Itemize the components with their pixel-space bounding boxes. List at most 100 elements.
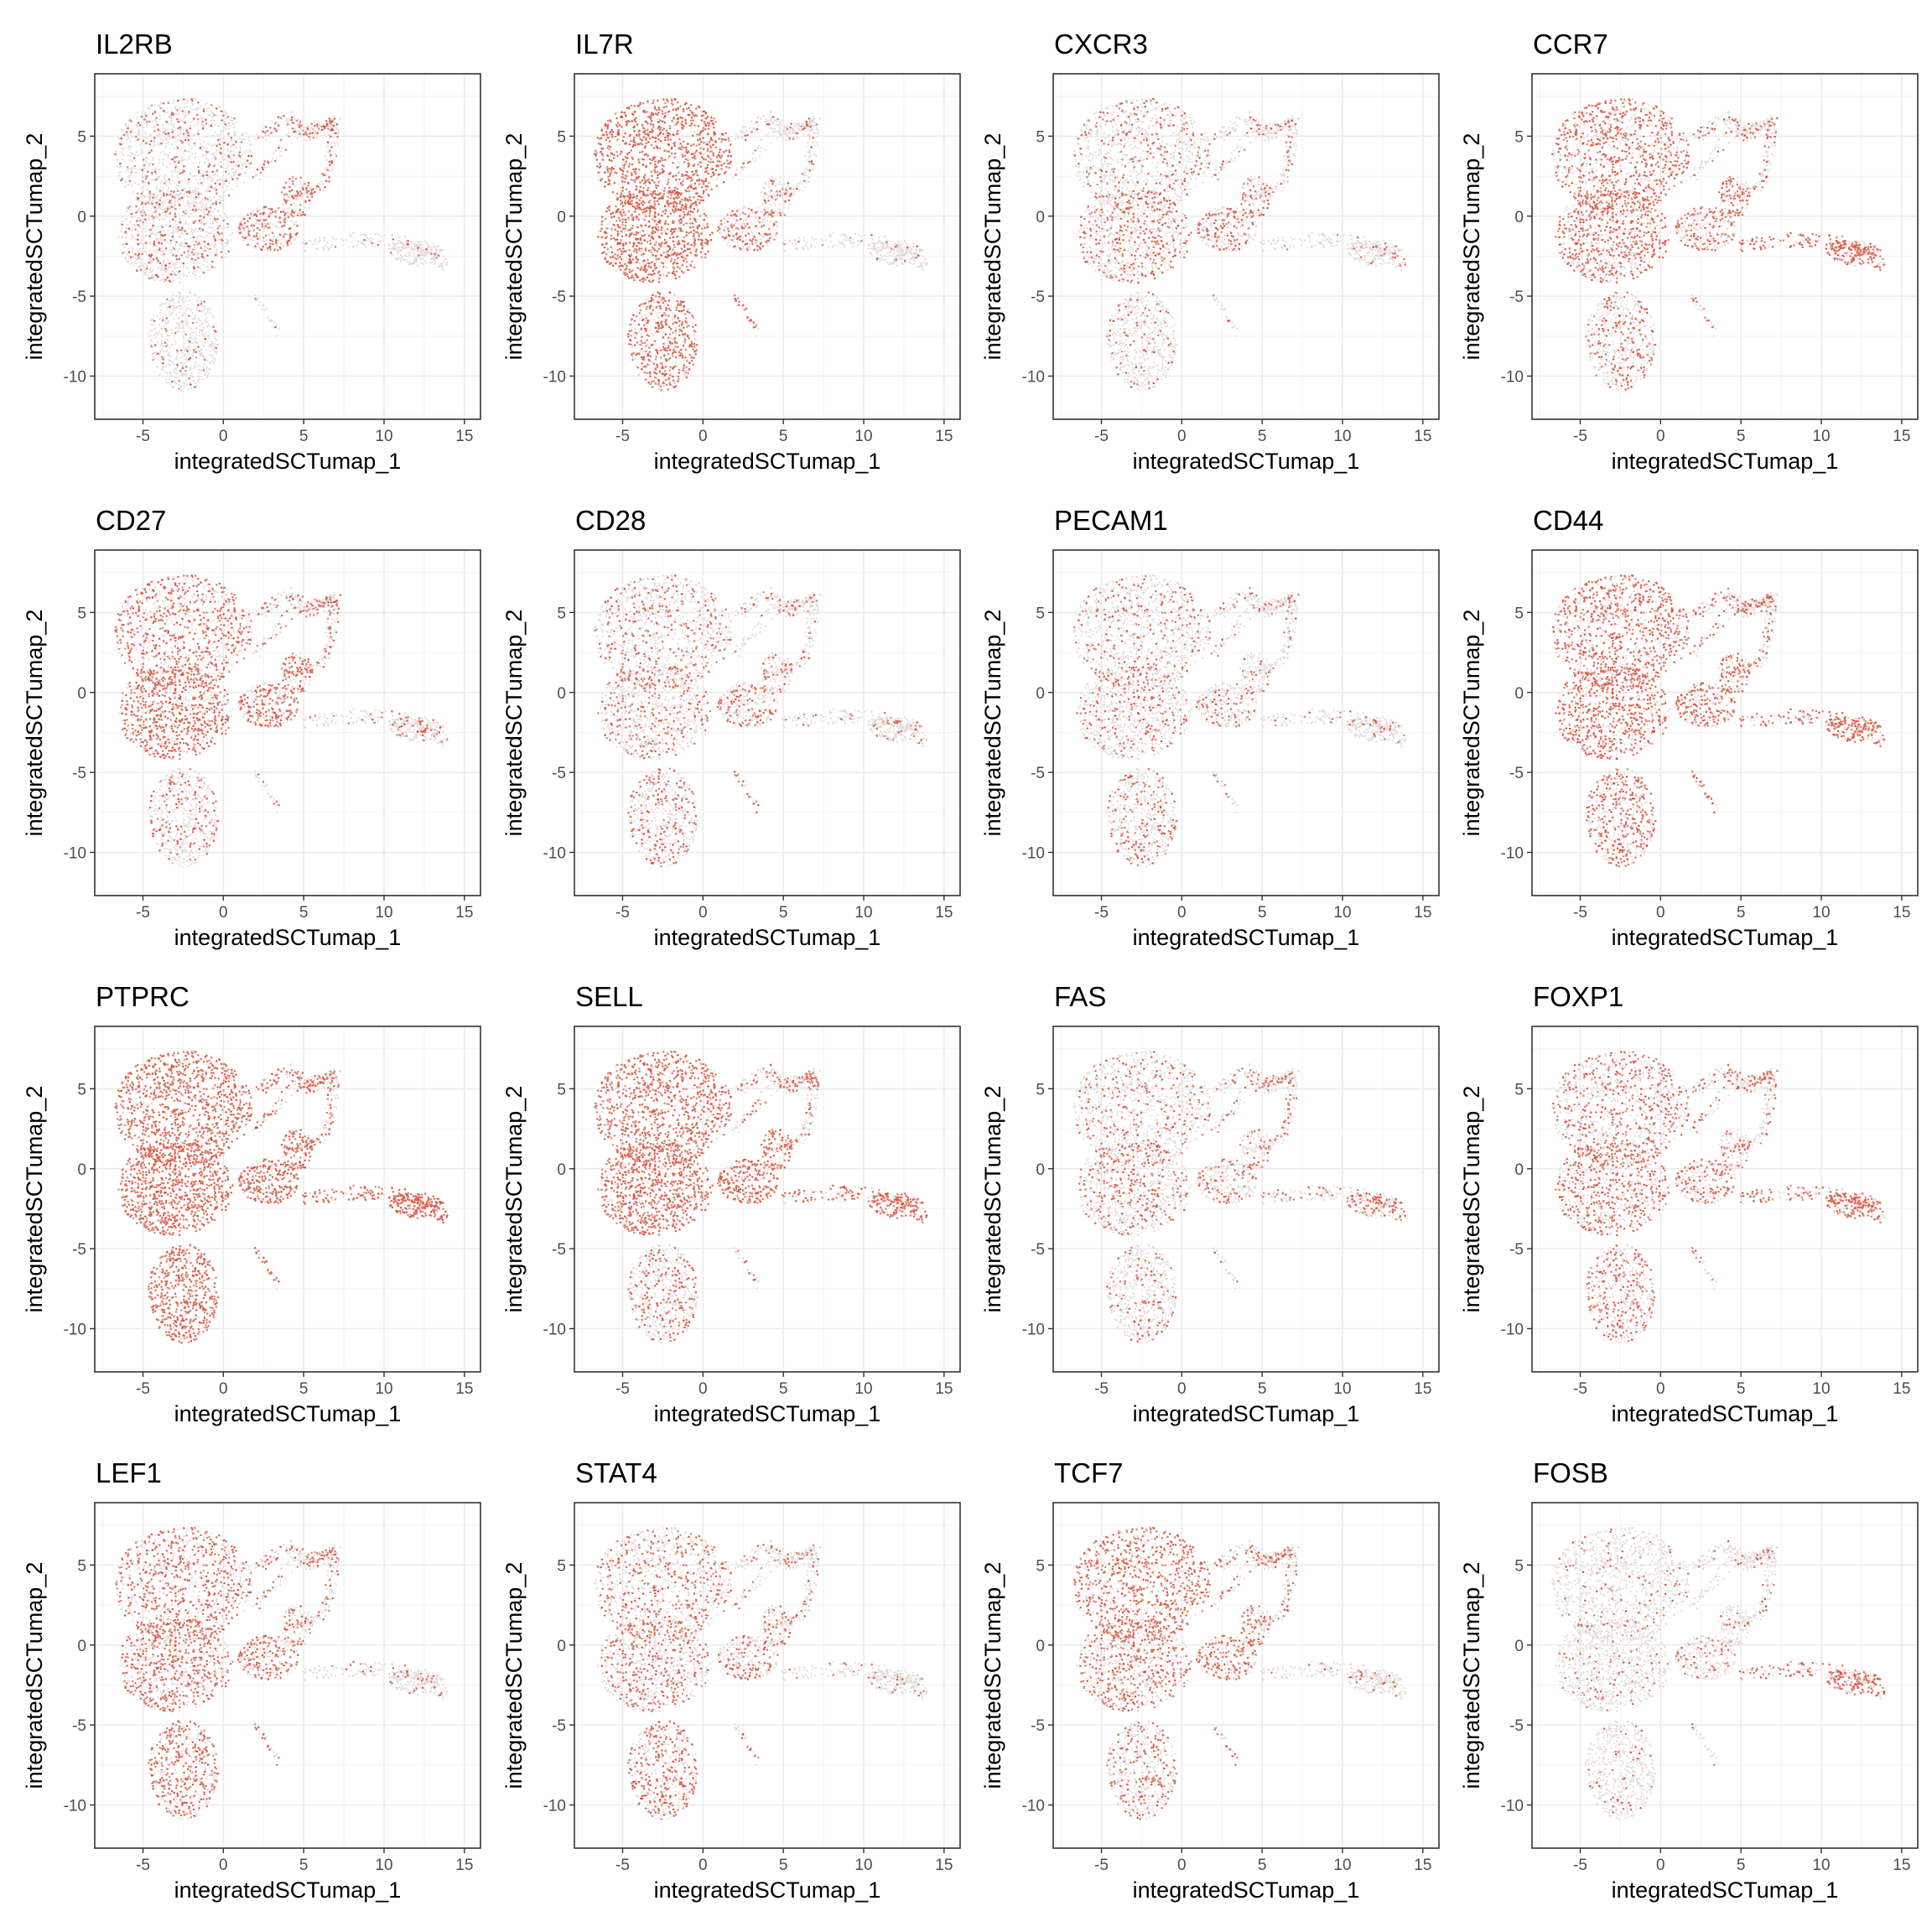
cell-point <box>143 167 146 169</box>
cell-point <box>171 174 174 177</box>
cell-point <box>731 176 734 179</box>
cell-point <box>646 111 649 113</box>
cell-point <box>127 123 130 126</box>
cell-point <box>121 223 123 226</box>
cell-point <box>259 238 262 241</box>
cell-point <box>201 329 204 331</box>
cell-point <box>391 253 393 256</box>
cell-point <box>126 224 128 226</box>
cell-point <box>207 200 210 202</box>
cell-point <box>392 238 395 241</box>
cell-point <box>184 205 187 207</box>
cell-point <box>741 211 745 214</box>
cell-point <box>808 155 811 158</box>
cell-point <box>885 258 888 261</box>
cell-point <box>292 122 295 124</box>
cell-point <box>211 202 215 205</box>
data-points <box>114 97 449 392</box>
cell-point <box>165 345 168 347</box>
cell-point <box>291 195 293 198</box>
cell-point <box>669 336 672 339</box>
cell-point <box>189 349 192 351</box>
cell-point <box>626 137 628 139</box>
feature-plot-il2rb: IL2RB-5 0 5 10 15integratedSCTumap_150-5-10i… <box>22 29 481 474</box>
cell-point <box>189 133 191 136</box>
cell-point <box>654 160 657 163</box>
cell-point <box>142 173 144 175</box>
cell-point <box>137 111 139 114</box>
cell-point <box>743 309 746 311</box>
cell-point <box>159 250 163 253</box>
cell-point <box>315 184 319 188</box>
cell-point <box>171 131 174 133</box>
cell-point <box>271 240 274 242</box>
cell-point <box>333 238 335 241</box>
cell-point <box>164 129 167 132</box>
cell-point <box>171 270 174 273</box>
cell-point <box>776 214 779 216</box>
cell-point <box>181 171 184 174</box>
cell-point <box>221 256 224 259</box>
cell-point <box>624 199 627 202</box>
cell-point <box>263 309 267 311</box>
cell-point <box>224 122 226 126</box>
cell-point <box>436 266 439 268</box>
cell-point <box>134 257 137 259</box>
cell-point <box>152 196 154 199</box>
cell-point <box>749 212 751 215</box>
cell-point <box>393 247 396 250</box>
cell-point <box>245 170 247 173</box>
cell-point <box>208 174 210 178</box>
cell-point <box>169 193 172 196</box>
cell-point <box>241 138 244 141</box>
cell-point <box>166 298 169 301</box>
feature-plot-il7r: IL7R-5 0 5 10 15integratedSCTumap_150-5-10in… <box>501 29 961 474</box>
cell-point <box>761 147 763 149</box>
cell-point <box>918 247 921 251</box>
cell-point <box>660 229 663 231</box>
cell-point <box>231 116 233 119</box>
cell-point <box>735 138 737 140</box>
cell-point <box>436 246 439 248</box>
cell-point <box>233 131 236 133</box>
cell-point <box>888 254 891 257</box>
cell-point <box>179 349 183 352</box>
cell-point <box>184 349 187 351</box>
cell-point <box>148 271 151 273</box>
cell-point <box>143 118 146 121</box>
cell-point <box>154 357 157 360</box>
cell-point <box>161 319 164 322</box>
cell-point <box>650 202 652 205</box>
cell-point <box>205 122 208 125</box>
cell-point <box>190 97 193 101</box>
cell-point <box>397 242 400 244</box>
cell-point <box>691 354 693 357</box>
cell-point <box>213 345 216 348</box>
cell-point <box>244 226 247 229</box>
cell-point <box>754 127 756 130</box>
cell-point <box>744 213 746 216</box>
cell-point <box>252 176 255 179</box>
cell-point <box>312 243 314 246</box>
cell-point <box>210 119 213 122</box>
cell-point <box>398 236 401 239</box>
cell-point <box>314 124 316 127</box>
cell-point <box>209 344 211 346</box>
cell-point <box>239 220 242 222</box>
cell-point <box>158 161 161 164</box>
cell-point <box>200 302 203 305</box>
cell-point <box>169 364 172 366</box>
cell-point <box>214 253 217 257</box>
cell-point <box>158 242 160 244</box>
cell-point <box>288 195 291 197</box>
cell-point <box>200 221 203 225</box>
cell-point <box>808 122 812 125</box>
cell-point <box>405 258 408 261</box>
cell-point <box>174 164 177 166</box>
cell-point <box>194 211 196 214</box>
cell-point <box>674 196 678 199</box>
cell-point <box>149 228 152 231</box>
cell-point <box>148 333 150 335</box>
cell-point <box>192 355 195 357</box>
